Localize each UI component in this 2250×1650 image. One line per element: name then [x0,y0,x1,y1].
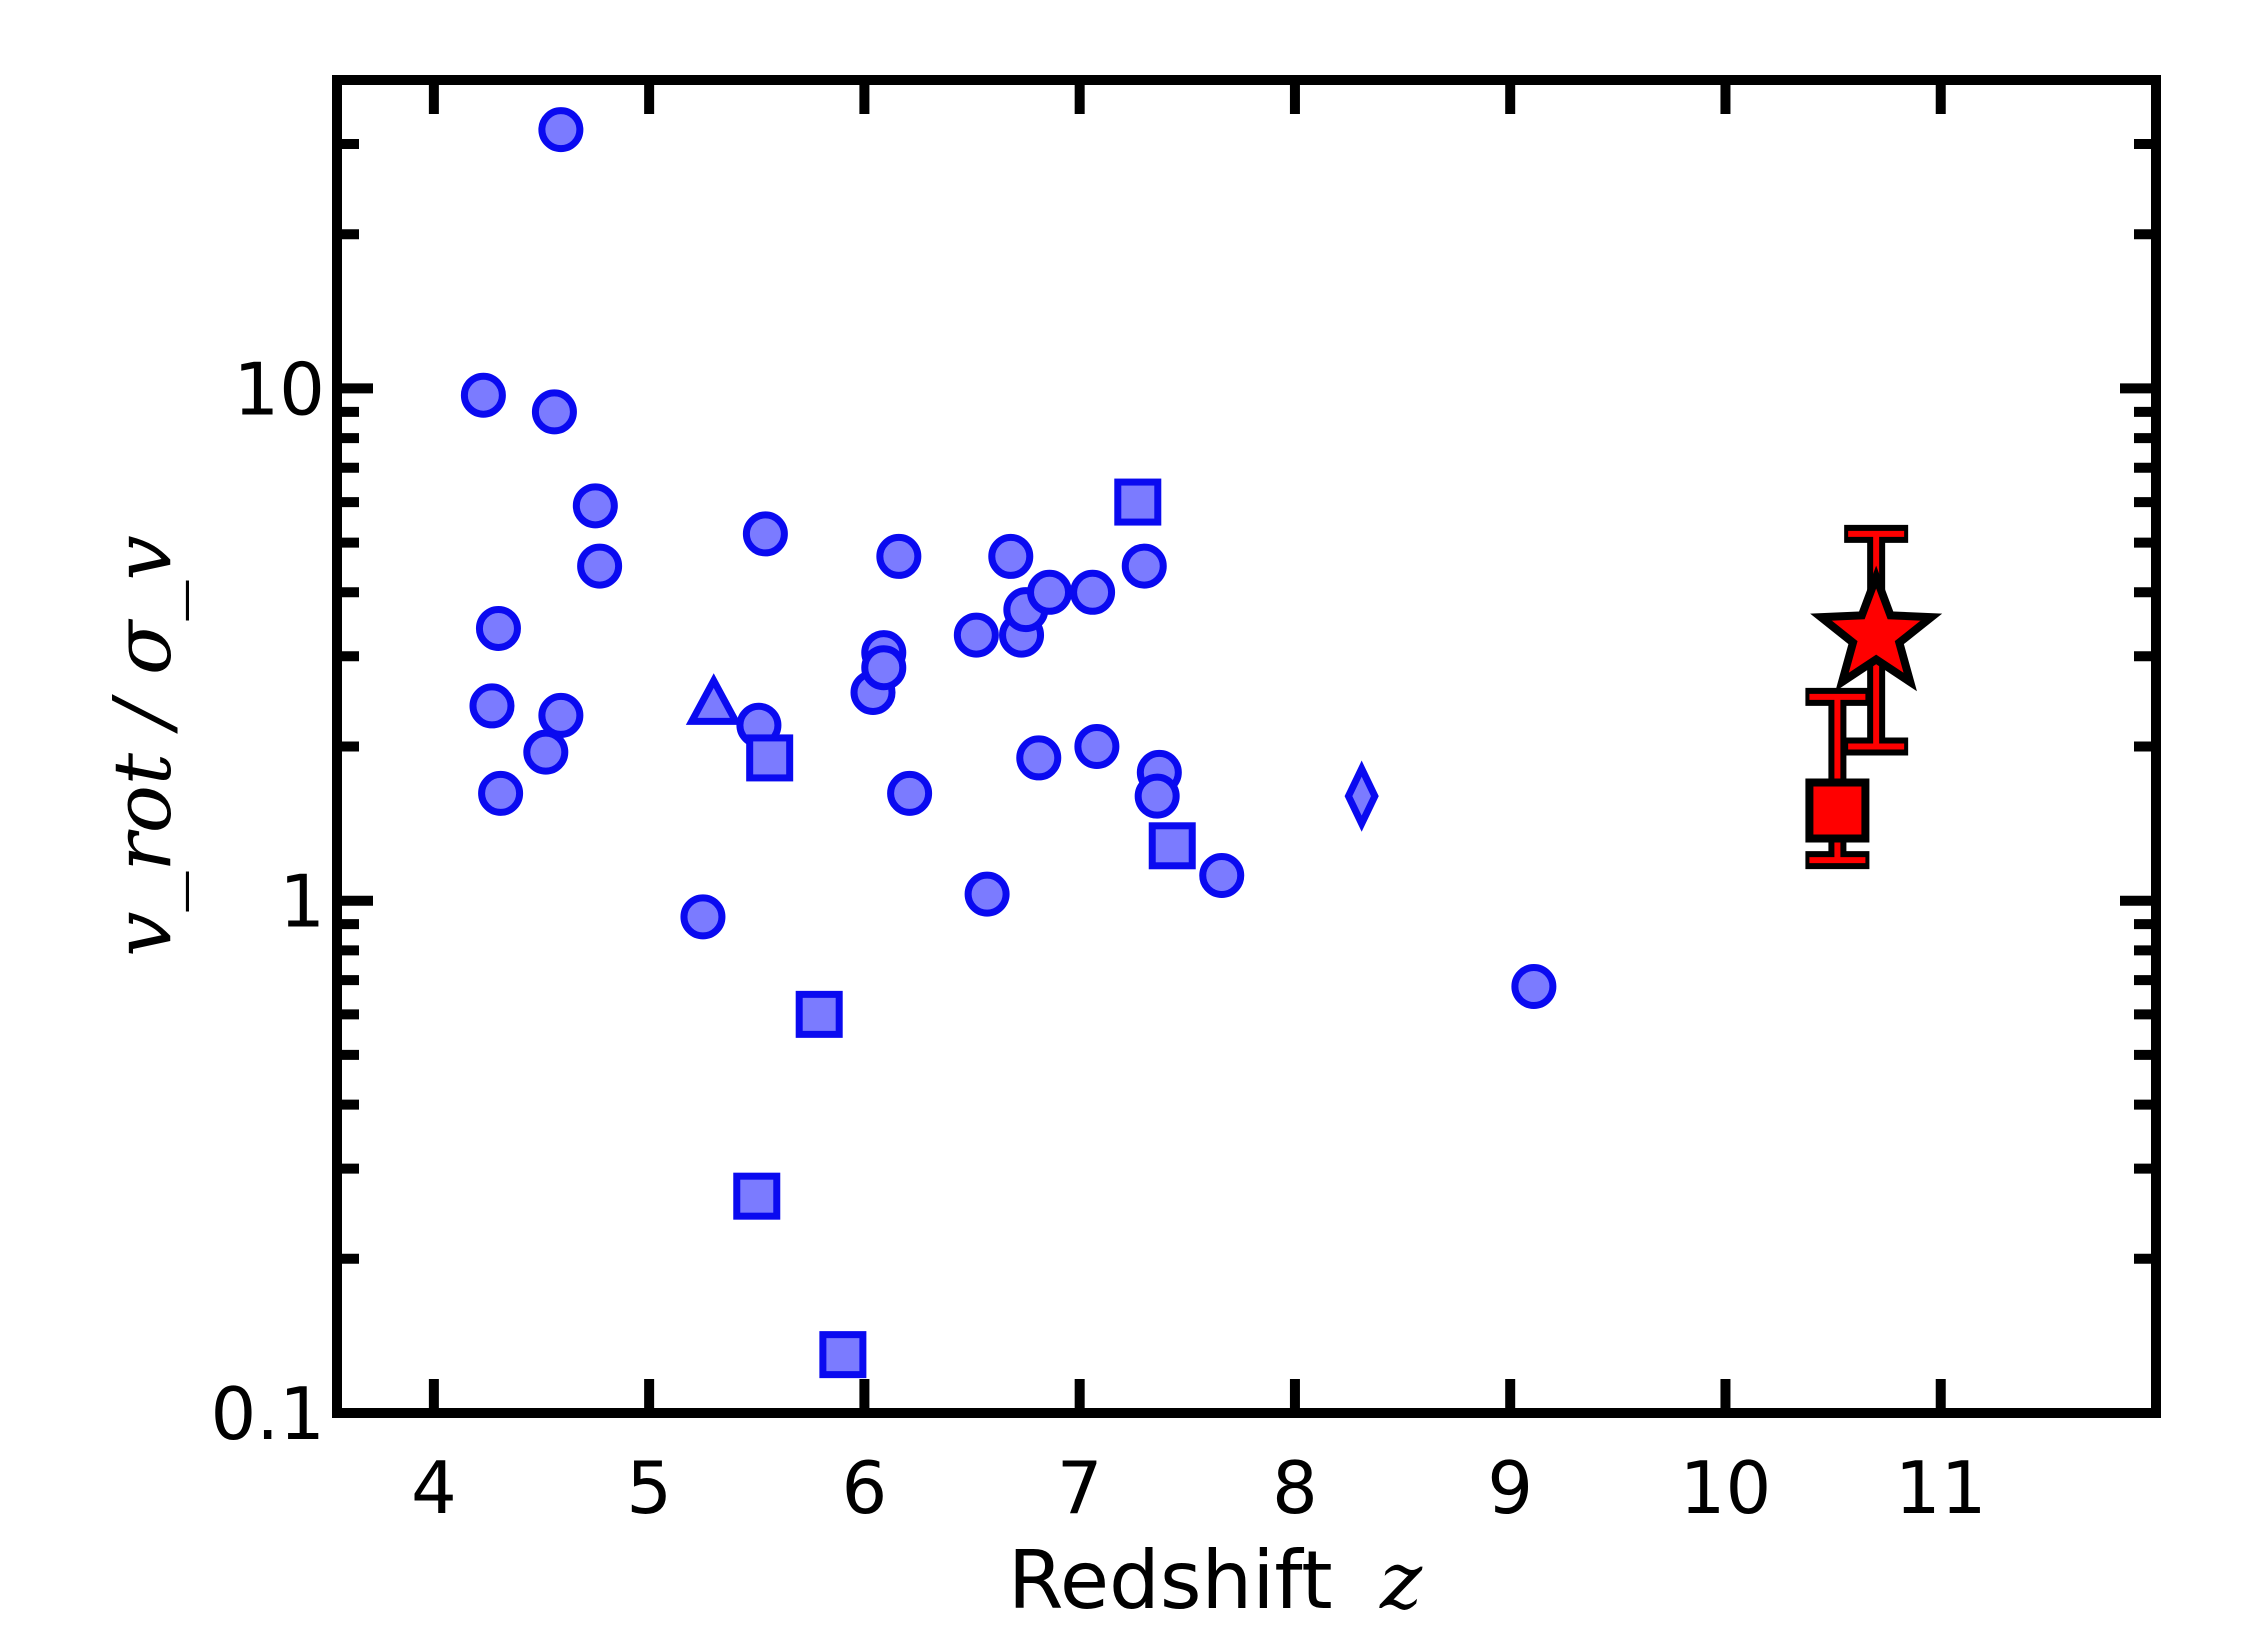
circle-point [1134,773,1180,819]
circle-point [953,612,999,658]
tick-labels: 4 5 6 7 8 9 10 11 0.1 1 10 [210,347,1986,1530]
x-tick-label: 9 [1487,1446,1533,1530]
circle-point [861,645,907,691]
x-tick-label: 5 [626,1446,672,1530]
x-tick-label: 4 [411,1446,457,1530]
circle-point [469,683,515,729]
x-tick-label: 6 [841,1446,887,1530]
x-axis-label: Redshift z [1008,1534,1423,1627]
circle-point [1027,569,1073,615]
square-point [819,1331,867,1379]
plot-frame [332,75,2161,1418]
star-point [1810,565,1943,692]
square-point [733,1172,781,1220]
square-point [1148,822,1196,870]
circle-point [1121,543,1167,589]
circle-point [460,372,506,418]
circle-point [988,533,1034,579]
x-tick-label: 10 [1680,1446,1772,1530]
circle-point [538,107,584,153]
triangle-point [685,673,742,725]
x-tick-label: 11 [1895,1446,1987,1530]
circle-point [523,729,569,775]
circle-point [1074,724,1120,769]
circle-point [538,692,584,738]
axis-ticks [337,75,2156,1418]
circle-point [964,871,1010,917]
y-axis-label-text: v_rot / σ_v [96,535,189,956]
x-axis-label-var: z [1379,1534,1423,1627]
x-axis-label-text: Redshift [1008,1534,1333,1627]
circle-point [572,483,618,529]
square-point [795,990,843,1038]
square-point [1805,778,1870,843]
square-point [1114,478,1162,526]
x-tick-label: 8 [1272,1446,1318,1530]
highlighted-points [1805,524,1943,870]
y-tick-label: 0.1 [210,1372,325,1456]
circle-point [742,511,788,557]
circle-point [1070,569,1116,615]
circle-point [577,543,623,589]
circle-point [680,894,726,940]
y-tick-label: 10 [233,347,325,431]
circle-point [887,770,933,816]
diamond-point [1344,760,1379,832]
circle-point [531,389,577,435]
data-points [460,107,1557,1379]
x-tick-label: 7 [1057,1446,1103,1530]
circle-point [478,770,524,816]
y-axis-label: v_rot / σ_v [96,535,189,956]
square-point [746,734,794,782]
circle-point [1511,964,1557,1010]
y-tick-label: 1 [279,860,325,944]
circle-point [1199,852,1245,898]
circle-point [876,533,922,579]
circle-point [475,605,521,651]
circle-point [1016,735,1062,781]
